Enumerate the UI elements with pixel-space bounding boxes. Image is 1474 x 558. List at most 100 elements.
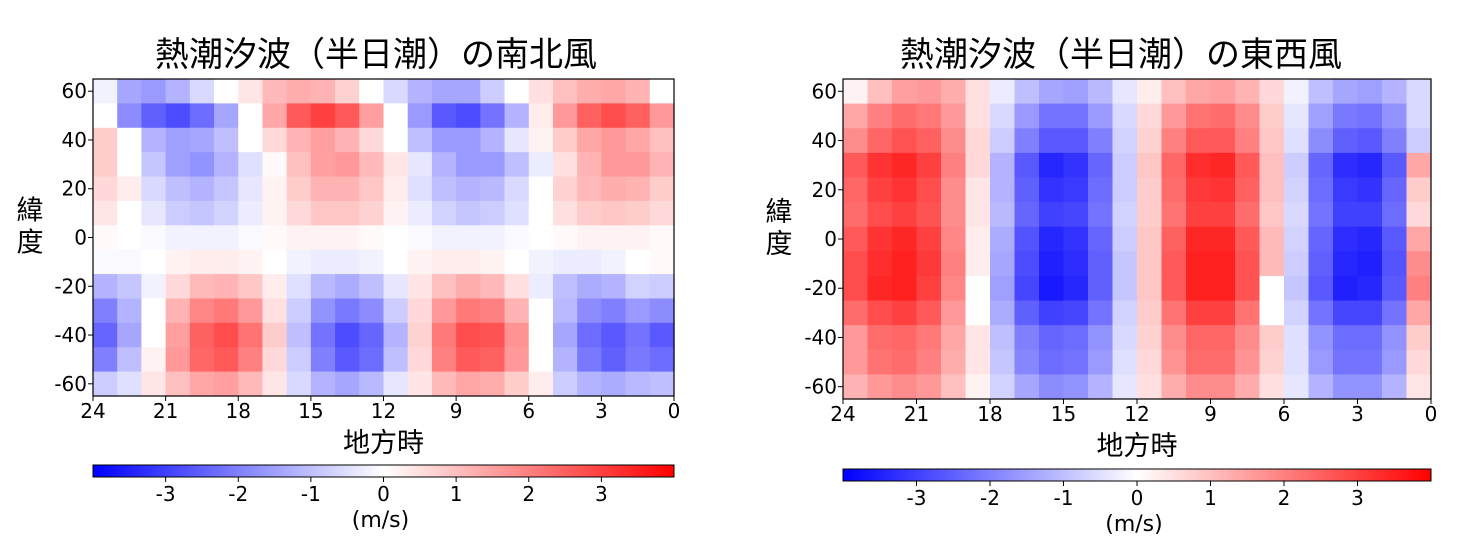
heatmap-cell [1186, 374, 1212, 400]
heatmap-cell [1382, 325, 1408, 351]
heatmap-cell [1088, 226, 1114, 252]
heatmap-cell [1259, 374, 1285, 400]
heatmap-cell [383, 274, 409, 300]
heatmap-cell [335, 298, 360, 324]
heatmap-cell [165, 225, 191, 251]
heatmap-cell [990, 349, 1016, 375]
heatmap-cell [1088, 103, 1114, 129]
heatmap-cell [383, 200, 409, 226]
heatmap-cell [1014, 349, 1040, 375]
heatmap-cell [238, 200, 264, 226]
heatmap-cell [1308, 128, 1334, 154]
x-axis-label: 地方時 [343, 428, 424, 459]
heatmap-cell [407, 127, 433, 153]
heatmap-cell [1063, 251, 1089, 277]
heatmap-cell [359, 347, 385, 373]
heatmap-cell [238, 152, 264, 178]
heatmap-cell [1284, 226, 1310, 252]
heatmap-cell [577, 298, 602, 324]
heatmap-cell [1186, 325, 1212, 351]
heatmap-cell [1137, 374, 1163, 400]
heatmap-cell [141, 274, 167, 300]
heatmap-cell [1406, 226, 1432, 252]
heatmap-cell [990, 300, 1016, 326]
heatmap-cell [383, 249, 409, 275]
heatmap-cell [941, 349, 967, 375]
heatmap-cell [649, 249, 675, 275]
heatmap-cell [189, 225, 215, 251]
heatmap-cell [1259, 152, 1285, 179]
heatmap-cell [577, 225, 602, 251]
heatmap-cell [1210, 374, 1236, 400]
heatmap-cell [1088, 374, 1114, 400]
heatmap-cell [843, 275, 869, 302]
heatmap-cell [1186, 300, 1212, 326]
heatmap-cell [1333, 152, 1359, 179]
heatmap-cell [238, 225, 264, 251]
heatmap-cell [189, 103, 215, 129]
colorbar-tick-label: -3 [156, 482, 176, 506]
heatmap-cell [214, 298, 239, 324]
heatmap-cell [843, 177, 869, 203]
heatmap-cell [577, 127, 602, 153]
heatmap-cell [1161, 251, 1187, 277]
heatmap-cell [456, 225, 481, 251]
heatmap-cell [867, 128, 893, 154]
heatmap-cell [407, 79, 433, 104]
y-tick-label: 60 [812, 79, 837, 103]
heatmap-cell [431, 79, 457, 104]
heatmap-cell [867, 79, 893, 105]
heatmap-cell [165, 103, 191, 129]
heatmap-cell [407, 274, 433, 300]
x-tick-label: 12 [371, 399, 396, 423]
heatmap-cell [1063, 103, 1089, 129]
heatmap-cell [649, 225, 675, 251]
heatmap-cell [141, 79, 167, 104]
heatmap-cell [1161, 202, 1187, 228]
x-tick-label: 24 [80, 399, 105, 423]
heatmap-cell [1039, 128, 1065, 154]
heatmap-cell [1137, 275, 1163, 302]
heatmap-cell [1333, 374, 1359, 400]
heatmap-cell [1284, 177, 1310, 203]
heatmap-cell [601, 298, 627, 324]
heatmap-cell [1259, 349, 1285, 375]
heatmap-cell [892, 226, 918, 252]
heatmap-cell [480, 127, 506, 153]
y-tick-label: 0 [74, 226, 87, 250]
heatmap-cell [141, 225, 167, 251]
heatmap-cell [141, 298, 167, 324]
heatmap-cell [431, 127, 457, 153]
heatmap-cell [1014, 177, 1040, 203]
heatmap-cell [990, 275, 1016, 302]
heatmap-cell [504, 298, 530, 324]
heatmap-cell [1308, 300, 1334, 326]
heatmap-cell [1357, 202, 1383, 228]
heatmap-cell [965, 300, 991, 326]
heatmap-cell [359, 298, 385, 324]
heatmap-cell [1039, 349, 1065, 375]
heatmap-cell [117, 176, 143, 202]
heatmap-cell [990, 103, 1016, 129]
heatmap-cell [1259, 300, 1285, 326]
heatmap-cell [310, 249, 336, 275]
heatmap-cell [528, 298, 554, 324]
y-axis-label: 緯度 [17, 196, 44, 259]
heatmap-cell [867, 177, 893, 203]
heatmap-cell [1014, 251, 1040, 277]
heatmap-cell [1014, 152, 1040, 179]
heatmap-cell [1357, 152, 1383, 179]
colorbar-tick-label: 2 [522, 482, 535, 506]
heatmap-cell [1235, 177, 1261, 203]
heatmap-cell [990, 152, 1016, 179]
heatmap-cell [625, 152, 651, 178]
y-tick-label: -40 [54, 323, 87, 347]
y-tick-label: -20 [804, 276, 837, 300]
y-tick-label: 20 [812, 178, 837, 202]
heatmap-cell [93, 347, 118, 373]
heatmap-cell [1088, 349, 1114, 375]
heatmap-cell [625, 322, 651, 348]
heatmap-cell [286, 225, 312, 251]
heatmap-cell [189, 322, 215, 348]
heatmap-cell [93, 225, 118, 251]
